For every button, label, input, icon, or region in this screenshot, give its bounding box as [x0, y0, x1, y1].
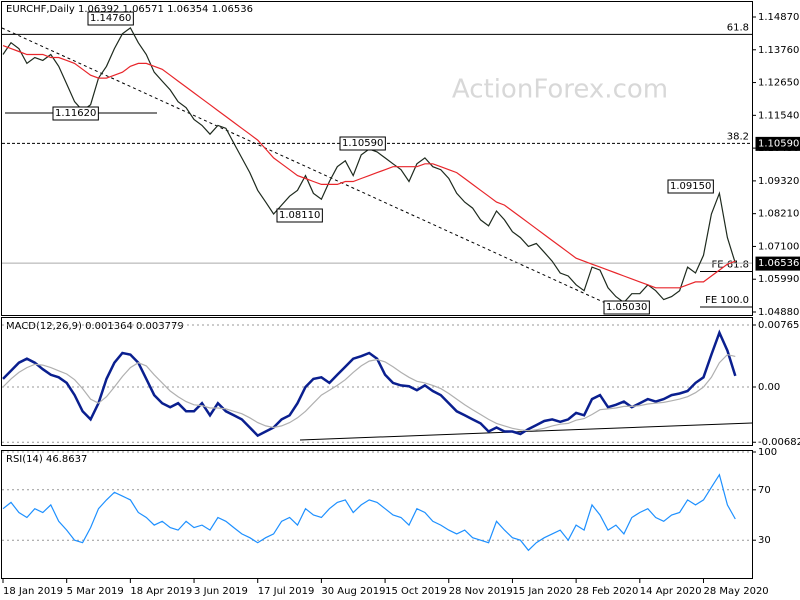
y-tick-label: 1.07100 [758, 241, 799, 252]
y-tick-label: -0.006822 [758, 437, 800, 448]
y-tick-label: 1.04880 [758, 307, 799, 318]
rsi-title: RSI(14) 46.8637 [6, 454, 87, 465]
label-box [755, 256, 800, 271]
x-tick-label: 28 May 2020 [703, 586, 768, 597]
price-panel [1, 1, 753, 316]
y-tick-label: 1.11540 [758, 110, 799, 121]
level-label: FE 100.0 [705, 295, 749, 306]
axis-price-label: 1.10590 [758, 138, 799, 149]
x-tick-label: 15 Jan 2020 [512, 586, 572, 597]
y-tick-label: 100 [758, 447, 777, 458]
annotation: 1.11620 [55, 108, 96, 119]
annotation: 1.05030 [606, 302, 647, 313]
x-tick-label: 28 Nov 2019 [449, 586, 513, 597]
y-tick-label: 0.00 [758, 382, 780, 393]
series-line [2, 353, 736, 432]
label-box [603, 300, 650, 315]
x-tick-label: 3 Jun 2019 [194, 586, 248, 597]
y-tick-label: 1.05990 [758, 274, 799, 285]
rsi-panel [1, 450, 753, 579]
y-tick-label: 0.007655 [758, 320, 800, 331]
x-tick-label: 5 Mar 2019 [67, 586, 124, 597]
annotation: 1.10590 [342, 138, 383, 149]
x-tick-label: 28 Feb 2020 [576, 586, 638, 597]
y-tick-label: 1.13760 [758, 45, 799, 56]
watermark: ActionForex.com [452, 75, 668, 105]
y-tick-label: 70 [758, 485, 771, 496]
label-box [52, 106, 99, 121]
macd-panel [1, 317, 753, 446]
x-tick-label: 15 Oct 2019 [385, 586, 447, 597]
label-box [339, 136, 386, 151]
x-tick-label: 30 Aug 2019 [321, 586, 385, 597]
y-tick-label: 1.14870 [758, 12, 799, 23]
y-tick-label: 30 [758, 535, 771, 546]
level-label: FE 61.8 [711, 260, 749, 271]
series-line [2, 473, 736, 552]
last-price-label: 1.06536 [758, 258, 799, 269]
label-box [755, 136, 800, 151]
y-tick-label: 1.08210 [758, 209, 799, 220]
x-tick-label: 18 Apr 2019 [130, 586, 192, 597]
annotation: 1.08110 [279, 210, 320, 221]
y-tick-label: 1.09320 [758, 176, 799, 187]
trend-line [1, 27, 613, 307]
series-line [2, 329, 737, 438]
chart-title: EURCHF,Daily 1.06392 1.06571 1.06354 1.0… [6, 4, 253, 15]
series-line [2, 45, 736, 289]
annotation: 1.09150 [670, 181, 711, 192]
label-box [87, 11, 134, 26]
x-tick-label: 18 Jan 2019 [3, 586, 63, 597]
level-label: 38.2 [727, 131, 749, 142]
y-tick-label: 1.12650 [758, 78, 799, 89]
x-tick-label: 17 Jul 2019 [258, 586, 315, 597]
annotation: 1.14760 [90, 13, 131, 24]
label-box [667, 179, 714, 194]
macd-title: MACD(12,26,9) 0.001364 0.003779 [6, 321, 184, 332]
label-box [276, 208, 323, 223]
level-label: 61.8 [727, 22, 749, 33]
x-tick-label: 14 Apr 2020 [640, 586, 702, 597]
